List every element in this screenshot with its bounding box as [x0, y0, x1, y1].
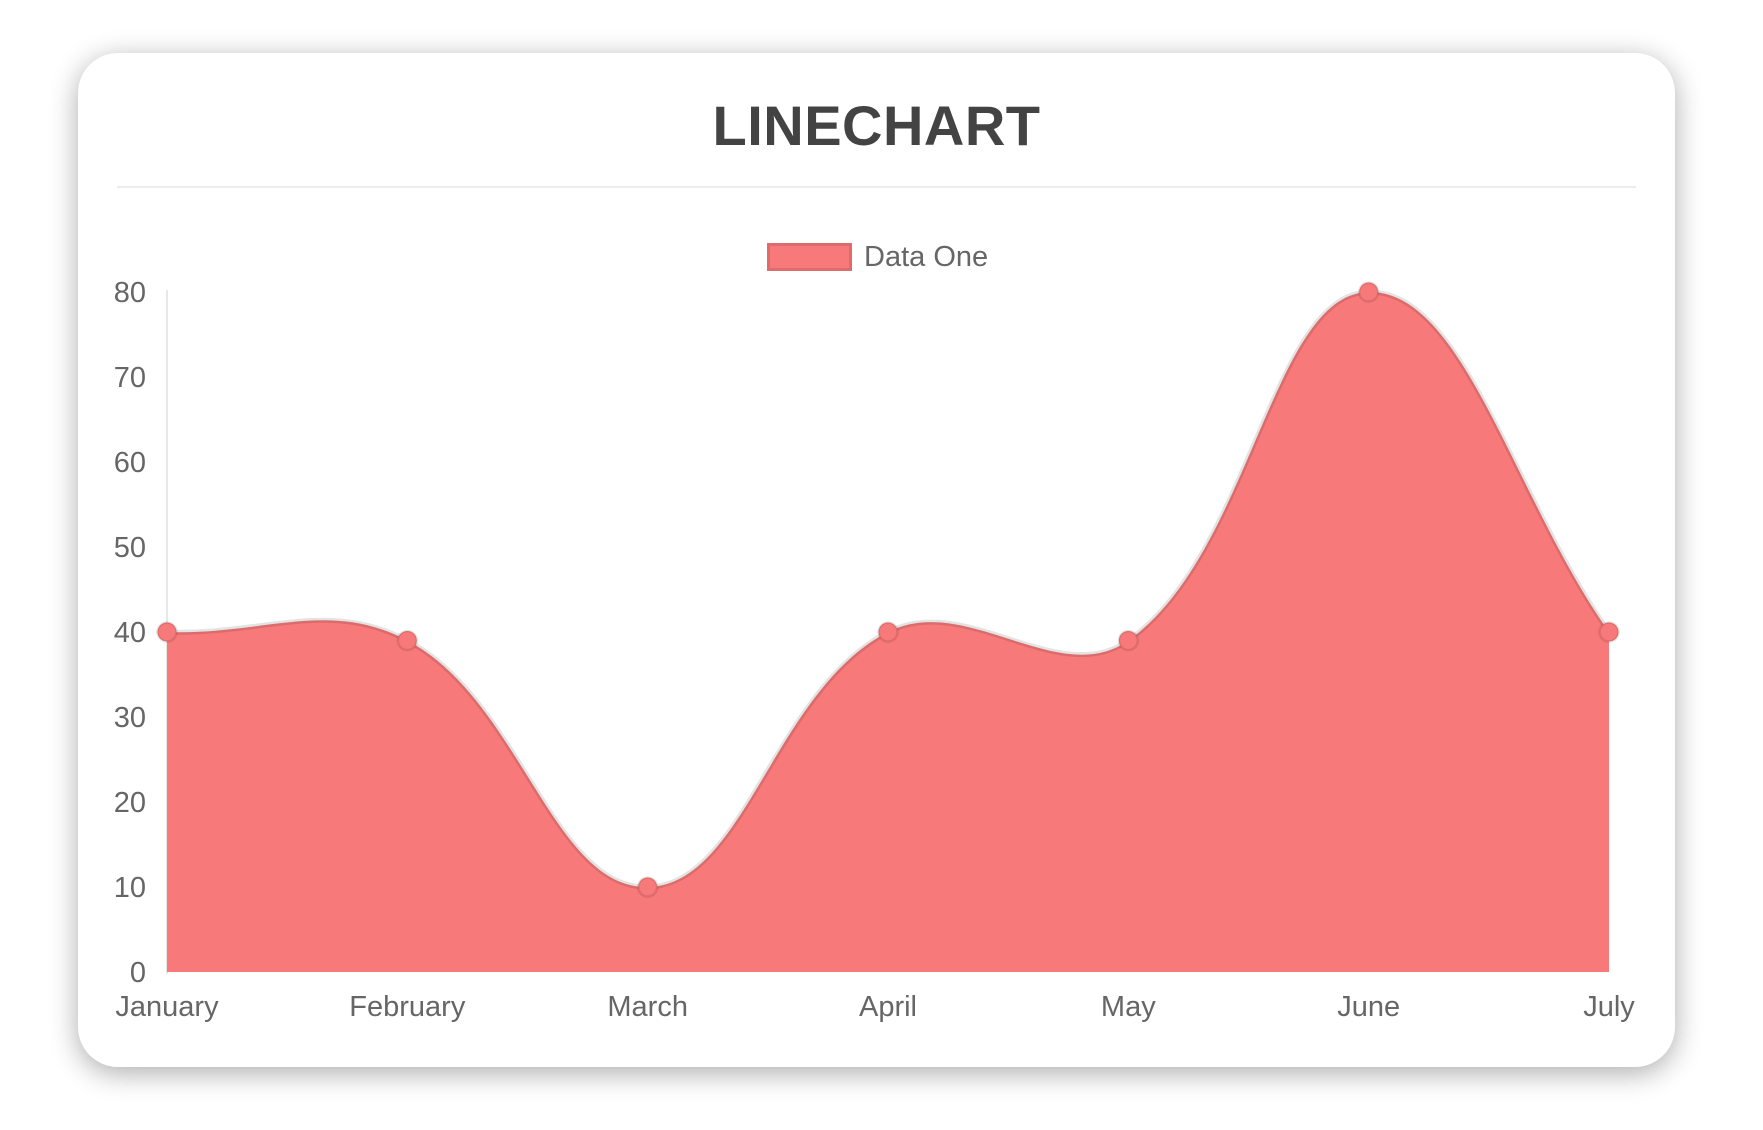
y-tick-label-40: 40 — [114, 617, 146, 649]
x-tick-label-april: April — [859, 991, 917, 1023]
data-point-february[interactable] — [396, 629, 419, 652]
data-point-may[interactable] — [1117, 629, 1140, 652]
data-point-january[interactable] — [156, 621, 178, 643]
y-tick-label-70: 70 — [114, 362, 146, 394]
data-point-june[interactable] — [1357, 281, 1380, 303]
data-point-april[interactable] — [877, 621, 899, 643]
y-tick-label-80: 80 — [114, 277, 146, 309]
y-tick-label-20: 20 — [114, 787, 146, 819]
y-tick-label-50: 50 — [114, 532, 146, 564]
x-tick-label-june: June — [1337, 991, 1400, 1023]
series-area-fill — [167, 291, 1609, 972]
legend-swatch-icon — [767, 243, 852, 271]
y-tick-label-0: 0 — [130, 957, 146, 989]
y-tick-label-30: 30 — [114, 702, 146, 734]
data-point-march[interactable] — [636, 876, 659, 898]
y-tick-label-10: 10 — [114, 872, 146, 904]
x-tick-label-march: March — [607, 991, 688, 1023]
chart-title: LINECHART — [712, 94, 1041, 157]
data-point-july[interactable] — [1598, 621, 1620, 643]
x-tick-label-may: May — [1101, 991, 1156, 1023]
x-tick-label-july: July — [1583, 991, 1635, 1023]
y-tick-label-60: 60 — [114, 447, 146, 479]
legend-label: Data One — [864, 241, 989, 273]
legend-item-data-one[interactable]: Data One — [767, 241, 989, 273]
x-tick-label-february: February — [349, 991, 466, 1023]
x-tick-label-january: January — [115, 991, 219, 1023]
title-divider — [117, 186, 1636, 188]
